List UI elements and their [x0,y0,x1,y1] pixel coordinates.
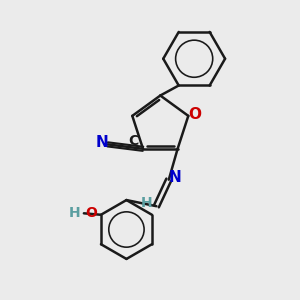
Text: H: H [69,206,80,220]
Text: N: N [96,135,109,150]
Text: C: C [128,134,139,148]
Text: O: O [85,206,98,220]
Text: H: H [141,196,153,210]
Text: O: O [188,107,201,122]
Text: N: N [169,170,182,185]
